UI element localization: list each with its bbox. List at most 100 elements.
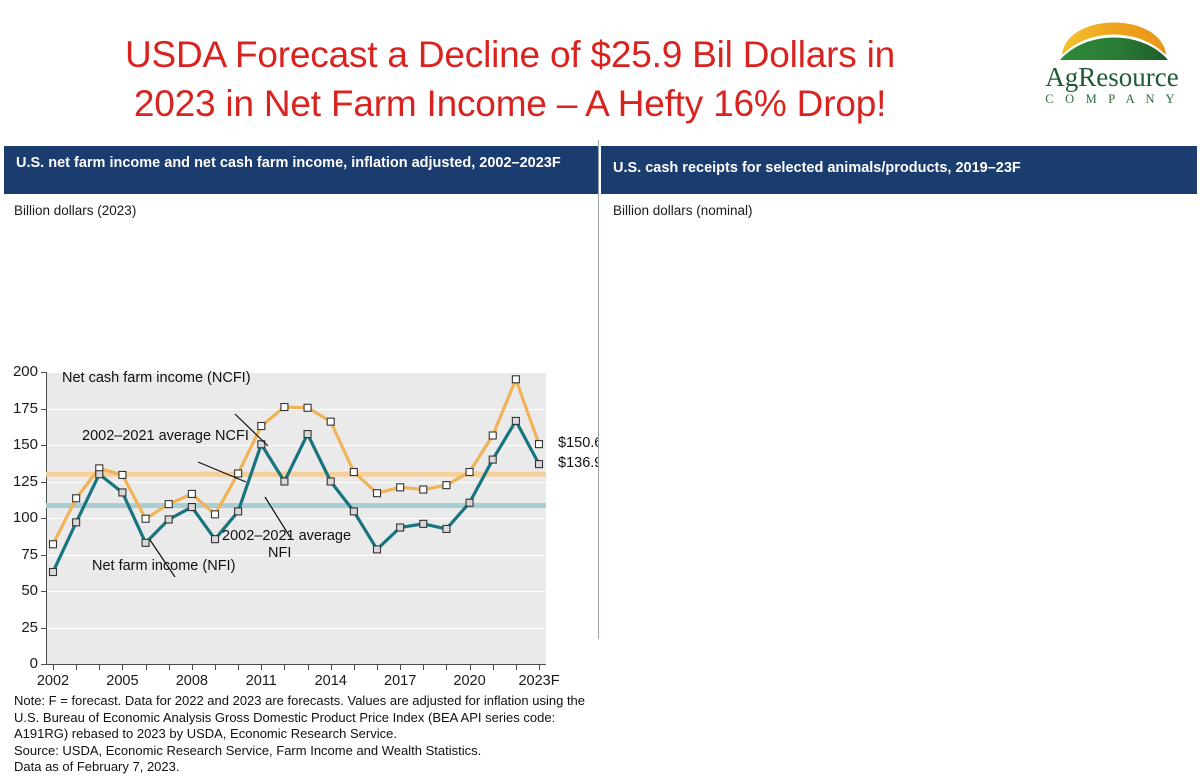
page-title-line-1: USDA Forecast a Decline of $25.9 Bil Dol…: [124, 34, 895, 75]
left-y-tick-label: 75: [21, 545, 38, 563]
left-chart-y-axis-title: Billion dollars (2023): [14, 203, 137, 218]
end-label-ncfi: $150.6: [558, 435, 603, 452]
agresource-logo: AgResource C O M P A N Y: [1028, 2, 1196, 110]
data-point-marker: [234, 507, 243, 516]
left-y-axis: [46, 372, 47, 664]
right-chart-y-axis-title: Billion dollars (nominal): [613, 203, 753, 218]
page-title-line-2: 2023 in Net Farm Income – A Hefty 16% Dr…: [133, 83, 887, 124]
left-chart-annotation-4: 2002–2021 average: [222, 528, 352, 544]
data-point-marker: [141, 538, 150, 547]
left-chart-annotation-1: Net cash farm income (NCFI): [62, 370, 251, 386]
left-y-tick: [41, 481, 46, 483]
data-point-marker: [442, 524, 451, 533]
left-y-tick-label: 50: [21, 582, 38, 599]
data-point-marker: [442, 481, 451, 490]
data-point-marker: [48, 540, 58, 549]
left-gridline: [46, 372, 546, 373]
page-title: USDA Forecast a Decline of $25.9 Bil Dol…: [30, 30, 990, 128]
data-point-marker: [488, 431, 497, 440]
data-point-marker: [187, 489, 196, 498]
reference-line-2: [46, 503, 546, 509]
left-note-text: Note: F = forecast. Data for 2022 and 20…: [14, 693, 586, 741]
data-point-marker: [465, 467, 474, 477]
reference-line-1: [46, 471, 546, 477]
data-point-marker: [349, 467, 358, 477]
left-gridline: [46, 554, 546, 556]
data-point-marker: [511, 416, 520, 425]
left-chart-annotation-5: NFI: [268, 545, 292, 561]
logo-company-name: AgResource: [1045, 62, 1179, 92]
left-y-tick-label: 175: [12, 399, 38, 417]
data-point-marker: [511, 375, 520, 384]
left-gridline: [46, 518, 546, 519]
data-point-marker: [280, 477, 289, 486]
data-point-marker: [118, 488, 127, 497]
annotation-leader-line: [264, 496, 291, 538]
line-series-1: [51, 377, 541, 545]
data-point-marker: [372, 489, 382, 498]
left-y-tick: [41, 445, 46, 446]
left-y-tick: [41, 591, 46, 592]
data-point-marker: [187, 503, 196, 512]
net-farm-income-line-chart: 0 25 50 75 100 125 150 175 200 2002 2005 2008 2011 20…: [0, 362, 602, 689]
data-point-marker: [234, 469, 243, 478]
left-chart-annotation-2: 2002–2021 average NCFI: [82, 428, 249, 444]
data-point-marker: [210, 535, 220, 544]
left-y-tick: [41, 518, 46, 519]
left-gridline: [46, 627, 546, 629]
left-y-tick-label: 25: [21, 618, 38, 636]
data-point-marker: [372, 545, 382, 554]
left-source-text: Source: USDA, Economic Research Service,…: [14, 742, 482, 758]
data-point-marker: [210, 510, 220, 519]
left-gridline: [46, 445, 546, 446]
data-point-marker: [396, 483, 405, 492]
data-point-marker: [349, 507, 358, 516]
data-point-marker: [419, 485, 428, 494]
data-point-marker: [488, 455, 497, 464]
annotation-leader-line: [197, 461, 247, 483]
left-panel: U.S. net farm income and net cash farm i…: [0, 140, 602, 774]
data-point-marker: [118, 470, 127, 479]
page-header: USDA Forecast a Decline of $25.9 Bil Dol…: [0, 0, 1200, 140]
left-chart-annotation-3: Net farm income (NFI): [92, 558, 236, 574]
data-point-marker: [48, 567, 58, 577]
data-point-marker: [164, 500, 173, 509]
end-label-nfi: $136.9: [558, 455, 603, 472]
left-y-tick: [41, 408, 46, 410]
data-point-marker: [326, 417, 335, 426]
left-panel-footnote: Note: F = forecast. Data for 2022 and 20…: [14, 693, 594, 776]
annotation-leader-line: [234, 413, 269, 447]
left-gridline: [46, 591, 546, 592]
data-point-marker: [326, 477, 335, 486]
left-data-as-of-text: Data as of February 7, 2023.: [14, 759, 180, 774]
data-point-marker: [280, 402, 289, 412]
data-point-marker: [465, 498, 474, 507]
data-point-marker: [396, 523, 405, 532]
right-panel-heading: U.S. cash receipts for selected animals/…: [601, 146, 1197, 194]
data-point-marker: [141, 514, 150, 523]
data-point-marker: [95, 470, 104, 479]
left-gridline: [46, 481, 546, 483]
data-point-marker: [257, 421, 266, 431]
annotation-leader-line: [149, 539, 176, 578]
left-y-tick: [41, 627, 46, 629]
data-point-marker: [257, 440, 266, 449]
data-point-marker: [534, 440, 544, 449]
left-y-tick: [41, 554, 46, 556]
data-point-marker: [72, 518, 81, 527]
left-panel-heading: U.S. net farm income and net cash farm i…: [4, 146, 598, 194]
left-y-tick-label: 200: [12, 363, 38, 380]
line-series-2: [51, 419, 541, 573]
data-point-marker: [72, 494, 81, 503]
data-point-marker: [164, 515, 173, 524]
data-point-marker: [534, 460, 544, 469]
sun-over-hill-icon: [1058, 22, 1170, 60]
left-chart-series-svg: [46, 375, 546, 578]
left-y-tick-label: 125: [12, 472, 38, 490]
data-point-marker: [419, 519, 428, 528]
logo-company-subtitle: C O M P A N Y: [1045, 92, 1179, 106]
right-panel: U.S. cash receipts for selected animals/…: [598, 140, 1200, 639]
left-y-tick-label: 150: [12, 436, 38, 453]
data-point-marker: [303, 403, 312, 412]
left-y-tick-label: 100: [12, 509, 38, 526]
